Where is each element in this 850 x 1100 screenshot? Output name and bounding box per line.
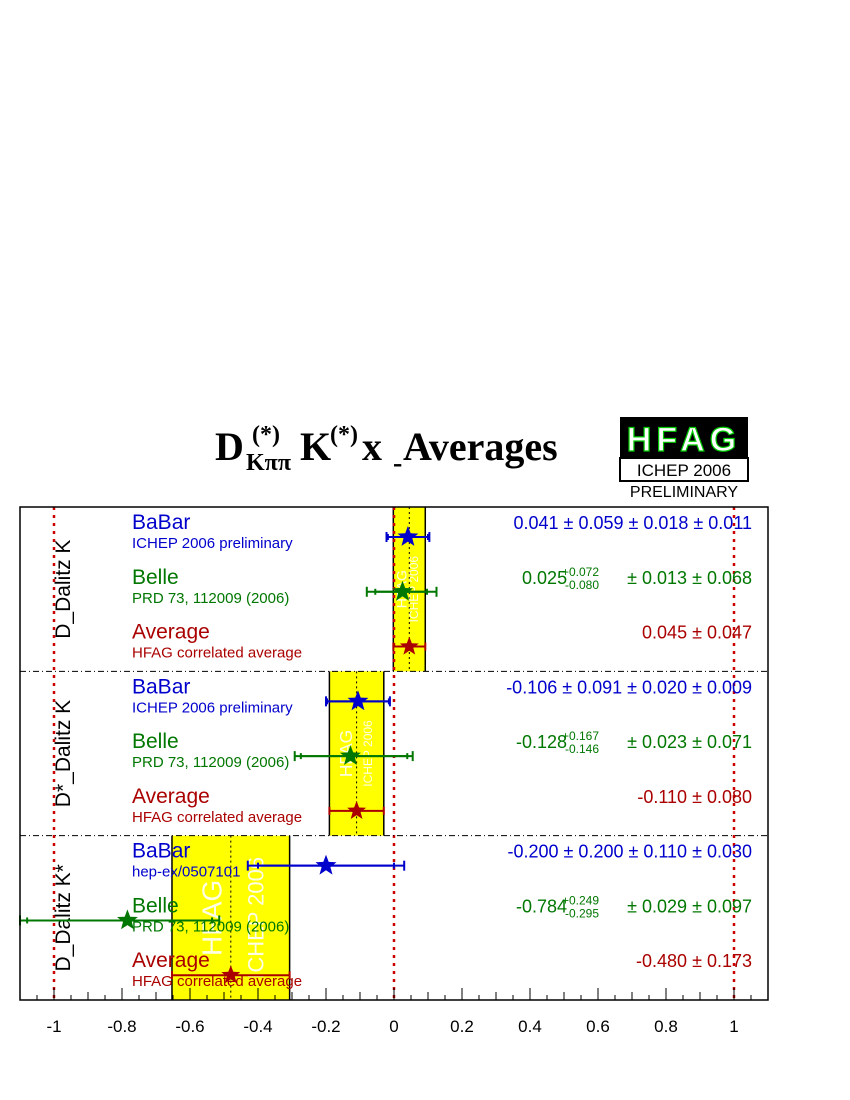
source-name: BaBar bbox=[132, 511, 190, 534]
x-tick-label: -1 bbox=[46, 1017, 61, 1036]
title-xsub: - bbox=[393, 448, 402, 479]
band-sublabel: ICHEP 2006 bbox=[361, 720, 375, 787]
source-name: Average bbox=[132, 949, 210, 972]
value-text: -0.106 ± 0.091 ± 0.020 ± 0.009 bbox=[506, 677, 752, 697]
panel-label: D_Dalitz K bbox=[52, 540, 75, 639]
value-text: 0.041 ± 0.059 ± 0.018 ± 0.011 bbox=[514, 513, 752, 533]
data-point-star bbox=[315, 854, 337, 875]
value-error-up: +0.072 bbox=[562, 565, 599, 579]
title-sub1: Kππ bbox=[246, 450, 291, 476]
value-text: -0.480 ± 0.173 bbox=[636, 951, 752, 971]
logo-conference: ICHEP 2006 bbox=[637, 461, 731, 480]
logo-status: PRELIMINARY bbox=[630, 484, 739, 501]
title-k: K bbox=[300, 424, 331, 469]
source-reference: HFAG correlated average bbox=[132, 809, 302, 826]
data-point-star bbox=[347, 690, 369, 711]
data-point-star bbox=[347, 800, 367, 819]
source-reference: hep-ex/0507101 bbox=[132, 864, 240, 881]
x-tick-label: 0.6 bbox=[586, 1017, 610, 1036]
data-point-star bbox=[399, 636, 419, 655]
title-rest: Averages bbox=[403, 424, 558, 469]
source-reference: HFAG correlated average bbox=[132, 973, 302, 990]
source-reference: PRD 73, 112009 (2006) bbox=[132, 918, 289, 935]
svg-text:D: D bbox=[215, 424, 244, 469]
panel-label: D_Dalitz K* bbox=[52, 864, 75, 971]
value-error-down: -0.295 bbox=[565, 906, 599, 920]
title-main: D bbox=[215, 424, 244, 469]
band-sublabel: ICHEP 2006 bbox=[407, 556, 421, 623]
value-text: -0.784 ± 0.029 ± 0.097 bbox=[516, 896, 752, 916]
source-name: Belle bbox=[132, 894, 179, 917]
value-rest: ± 0.029 ± 0.097 bbox=[627, 896, 752, 916]
data-point-star bbox=[117, 909, 138, 930]
source-name: Average bbox=[132, 785, 210, 808]
data-point-star bbox=[397, 526, 419, 546]
source-reference: HFAG correlated average bbox=[132, 645, 302, 662]
x-tick-label: -0.2 bbox=[311, 1017, 340, 1036]
x-tick-label: -0.6 bbox=[175, 1017, 204, 1036]
value-rest: ± 0.023 ± 0.071 bbox=[627, 732, 752, 752]
x-tick-label: 0 bbox=[389, 1017, 398, 1036]
value-central: -0.784 bbox=[516, 896, 572, 916]
chart-title: D (*) Kππ K (*) x - Averages bbox=[215, 422, 558, 479]
source-reference: ICHEP 2006 preliminary bbox=[132, 699, 293, 716]
panel-label: D*_Dalitz K bbox=[52, 700, 75, 807]
value-text: 0.025 ± 0.013 ± 0.068 bbox=[522, 568, 752, 588]
data-point-star bbox=[221, 965, 241, 984]
source-reference: PRD 73, 112009 (2006) bbox=[132, 754, 289, 771]
source-name: Belle bbox=[132, 730, 179, 753]
source-name: BaBar bbox=[132, 840, 190, 863]
source-name: Average bbox=[132, 621, 210, 644]
hfag-logo: HFAG ICHEP 2006 PRELIMINARY bbox=[619, 417, 749, 501]
value-central: 0.025 bbox=[522, 568, 572, 588]
value-error-up: +0.249 bbox=[562, 893, 599, 907]
data-point-star bbox=[392, 580, 413, 601]
value-text: 0.045 ± 0.047 bbox=[642, 623, 752, 643]
x-tick-label: -0.8 bbox=[107, 1017, 136, 1036]
value-error-up: +0.167 bbox=[562, 729, 599, 743]
x-tick-label: 0.8 bbox=[654, 1017, 678, 1036]
title-x: x bbox=[362, 424, 382, 469]
x-tick-label: 0.2 bbox=[450, 1017, 474, 1036]
title-sup1: (*) bbox=[252, 422, 280, 448]
source-reference: PRD 73, 112009 (2006) bbox=[132, 590, 289, 607]
value-text: -0.128 ± 0.023 ± 0.071 bbox=[516, 732, 752, 752]
x-tick-label: 0.4 bbox=[518, 1017, 542, 1036]
value-text: -0.200 ± 0.200 ± 0.110 ± 0.030 bbox=[508, 842, 752, 862]
data-point-star bbox=[340, 745, 361, 765]
source-reference: ICHEP 2006 preliminary bbox=[132, 535, 293, 552]
band-sublabel: ICHEP 2006 bbox=[244, 857, 269, 979]
value-rest: ± 0.013 ± 0.068 bbox=[627, 568, 752, 588]
logo-name: HFAG bbox=[627, 421, 741, 459]
value-text: -0.110 ± 0.080 bbox=[637, 787, 752, 807]
title-sup2: (*) bbox=[330, 422, 358, 448]
value-error-down: -0.146 bbox=[565, 742, 599, 756]
source-name: BaBar bbox=[132, 675, 190, 698]
value-error-down: -0.080 bbox=[565, 578, 599, 592]
x-tick-label: 1 bbox=[729, 1017, 738, 1036]
x-tick-label: -0.4 bbox=[243, 1017, 272, 1036]
source-name: Belle bbox=[132, 566, 179, 589]
value-central: -0.128 bbox=[516, 732, 572, 752]
